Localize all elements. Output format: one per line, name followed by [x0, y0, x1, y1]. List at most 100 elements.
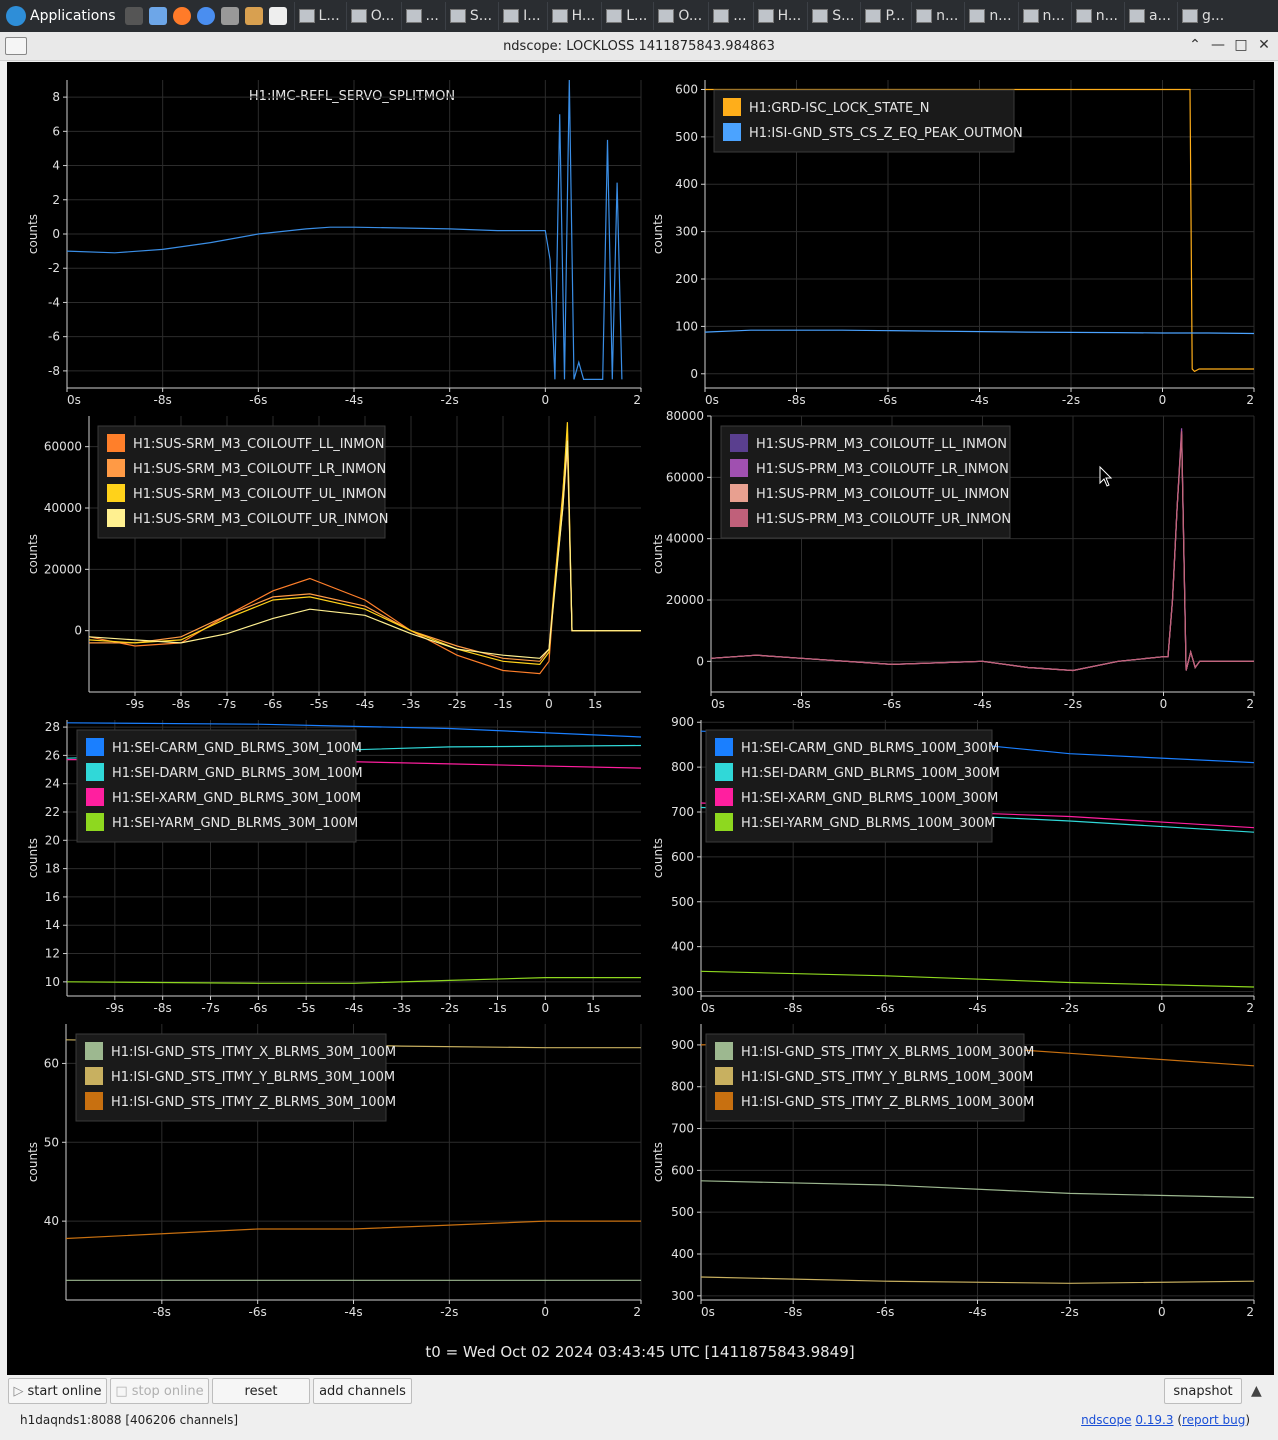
taskbar-task[interactable]: I...	[498, 2, 544, 30]
legend-swatch	[86, 788, 104, 806]
taskbar-task[interactable]: O...	[653, 2, 706, 30]
legend-swatch	[730, 484, 748, 502]
stop-online-button[interactable]: □ stop online	[110, 1378, 209, 1404]
x-tick-label: 0s	[701, 1001, 715, 1015]
window-icon	[1129, 9, 1146, 23]
legend-entry: H1:GRD-ISC_LOCK_STATE_N	[749, 101, 929, 116]
plot-5[interactable]: 28 26 24 22 20 18 16 14 12 10 -9s -8s -7s -6s -5s -4s -3…	[26, 720, 641, 1015]
chrome-launcher-icon[interactable]	[196, 7, 215, 25]
legend-entry: H1:ISI-GND_STS_CS_Z_EQ_PEAK_OUTMON	[749, 126, 1023, 141]
y-tick-label: 60000	[44, 440, 82, 454]
y-tick-label: 900	[671, 1038, 694, 1052]
window-icon	[713, 9, 730, 23]
collapse-up-icon[interactable]: ▲	[1251, 1383, 1262, 1399]
y-tick-label: 20000	[666, 593, 704, 607]
x-tick-label: -2s	[1062, 393, 1080, 407]
taskbar-task[interactable]: L...	[293, 2, 344, 30]
plot-8[interactable]: 900 800 700 600 500 400 300 0s -8s -6s -4s -2s 0 2 cou…	[651, 1024, 1255, 1319]
x-tick-label: -7s	[218, 697, 236, 711]
y-tick-label: 18	[45, 862, 60, 876]
x-tick-label: -8s	[172, 697, 190, 711]
taskbar-task[interactable]: O...	[345, 2, 399, 30]
x-tick-label: 0	[542, 1001, 550, 1015]
x-tick-label: -7s	[201, 1001, 219, 1015]
window-icon	[350, 9, 367, 23]
y-tick-label: 8	[52, 90, 60, 104]
file-manager-launcher-icon[interactable]	[148, 7, 167, 25]
taskbar-task[interactable]: L...	[601, 2, 651, 30]
x-tick-label: -4s	[973, 697, 991, 711]
taskbar-task[interactable]: n...	[911, 2, 962, 30]
legend-swatch	[715, 763, 733, 781]
taskbar-task-label: O...	[678, 8, 703, 24]
taskbar-task[interactable]: S...	[444, 2, 496, 30]
reset-button[interactable]: reset	[212, 1378, 310, 1404]
add-channels-button[interactable]: add channels	[313, 1378, 412, 1404]
firefox-launcher-icon[interactable]	[172, 7, 191, 25]
taskbar-task[interactable]: S...	[807, 2, 858, 30]
x-tick-label: -3s	[402, 697, 420, 711]
y-tick-label: 500	[671, 1205, 694, 1219]
series-line-1	[67, 80, 623, 380]
taskbar-task-label: S...	[832, 8, 855, 24]
version-link[interactable]: 0.19.3	[1135, 1413, 1174, 1427]
share-launcher-icon[interactable]	[220, 7, 239, 25]
legend-box	[76, 729, 357, 843]
plot-7[interactable]: 60 50 40 -8s -6s -4s -2s 0 2 counts H1:ISI-GND_STS…	[26, 1024, 642, 1319]
window-menu-icon[interactable]	[5, 37, 27, 55]
plot-2[interactable]: 600 500 400 300 200 100 0 0s -8s -6s -4s -2s 0 2 count…	[651, 80, 1255, 407]
close-window-icon[interactable]: ✕	[1258, 37, 1270, 53]
x-tick-label: -5s	[297, 1001, 315, 1015]
series-line-1	[705, 88, 1254, 373]
taskbar-task[interactable]: n...	[964, 2, 1015, 30]
report-bug-link[interactable]: report bug	[1182, 1413, 1246, 1427]
start-online-button[interactable]: ▷ start online	[8, 1378, 107, 1404]
taskbar-task[interactable]: n...	[1017, 2, 1069, 30]
series-line-1	[67, 722, 641, 738]
taskbar-task[interactable]: g...	[1176, 2, 1228, 30]
shade-window-icon[interactable]: ⌃	[1189, 37, 1201, 53]
y-tick-label: 600	[671, 850, 694, 864]
plot-1[interactable]: 8 6 4 2 0 -2 -4 -6 -8 0s -8s -6s -4s -2s 0 2 counts	[26, 80, 642, 407]
taskbar-task[interactable]: P...	[860, 2, 909, 30]
y-tick-label: 10	[45, 975, 60, 989]
taskbar-task[interactable]: ...	[400, 2, 443, 30]
y-tick-label: 50	[44, 1135, 59, 1149]
plot-6[interactable]: 900 800 700 600 500 400 300 0s -8s -6s -4s -2s 0 2 cou…	[651, 715, 1255, 1015]
x-tick-label: -6s	[876, 1305, 894, 1319]
x-tick-label: -6s	[879, 393, 897, 407]
users-launcher-icon[interactable]	[244, 7, 263, 25]
window-title: ndscope: LOCKLOSS 1411875843.984863	[503, 38, 775, 54]
y-axis-label: counts	[26, 534, 40, 574]
plot-3[interactable]: 60000 40000 20000 0 -9s -8s -7s -6s -5s -4s -3s -2s…	[26, 416, 641, 711]
x-tick-label: -6s	[264, 697, 282, 711]
y-tick-label: 2	[52, 193, 60, 207]
taskbar-task[interactable]: H...	[752, 2, 806, 30]
y-tick-label: 20	[45, 833, 60, 847]
maximize-window-icon[interactable]: □	[1234, 37, 1248, 53]
x-tick-label: -4s	[970, 393, 988, 407]
y-tick-label: 4	[52, 159, 60, 173]
series-line-4	[711, 431, 1254, 672]
x-tick-label: 2	[633, 1305, 641, 1319]
x-tick-label: 0	[1159, 393, 1167, 407]
window-icon	[812, 9, 829, 23]
taskbar-task[interactable]: H...	[546, 2, 600, 30]
series-line-3	[66, 1220, 641, 1240]
legend-entry: H1:SUS-PRM_M3_COILOUTF_UL_INMON	[756, 487, 1009, 502]
taskbar-task[interactable]: n...	[1070, 2, 1122, 30]
snapshot-button[interactable]: snapshot	[1164, 1378, 1242, 1404]
window-titlebar[interactable]: ndscope: LOCKLOSS 1411875843.984863 ⌃ — …	[0, 32, 1278, 61]
plots-canvas[interactable]: H1:IMC-REFL_SERVO_SPLITMON t0 = Wed Oct …	[7, 62, 1274, 1375]
y-tick-label: 300	[671, 985, 694, 999]
taskbar-task[interactable]: a...	[1124, 2, 1175, 30]
editor-launcher-icon[interactable]	[268, 7, 287, 25]
taskbar-task[interactable]: ...	[708, 2, 750, 30]
window-icon	[969, 9, 986, 23]
plot-4[interactable]: 80000 60000 40000 20000 0 0s -8s -6s -4s -2s 0 2 cou…	[651, 409, 1255, 711]
minimize-window-icon[interactable]: —	[1211, 37, 1225, 53]
terminal-launcher-icon[interactable]	[124, 7, 143, 25]
taskbar-task-label: S...	[469, 8, 493, 24]
ndscope-link[interactable]: ndscope	[1081, 1413, 1132, 1427]
applications-menu[interactable]: Applications	[0, 0, 122, 32]
